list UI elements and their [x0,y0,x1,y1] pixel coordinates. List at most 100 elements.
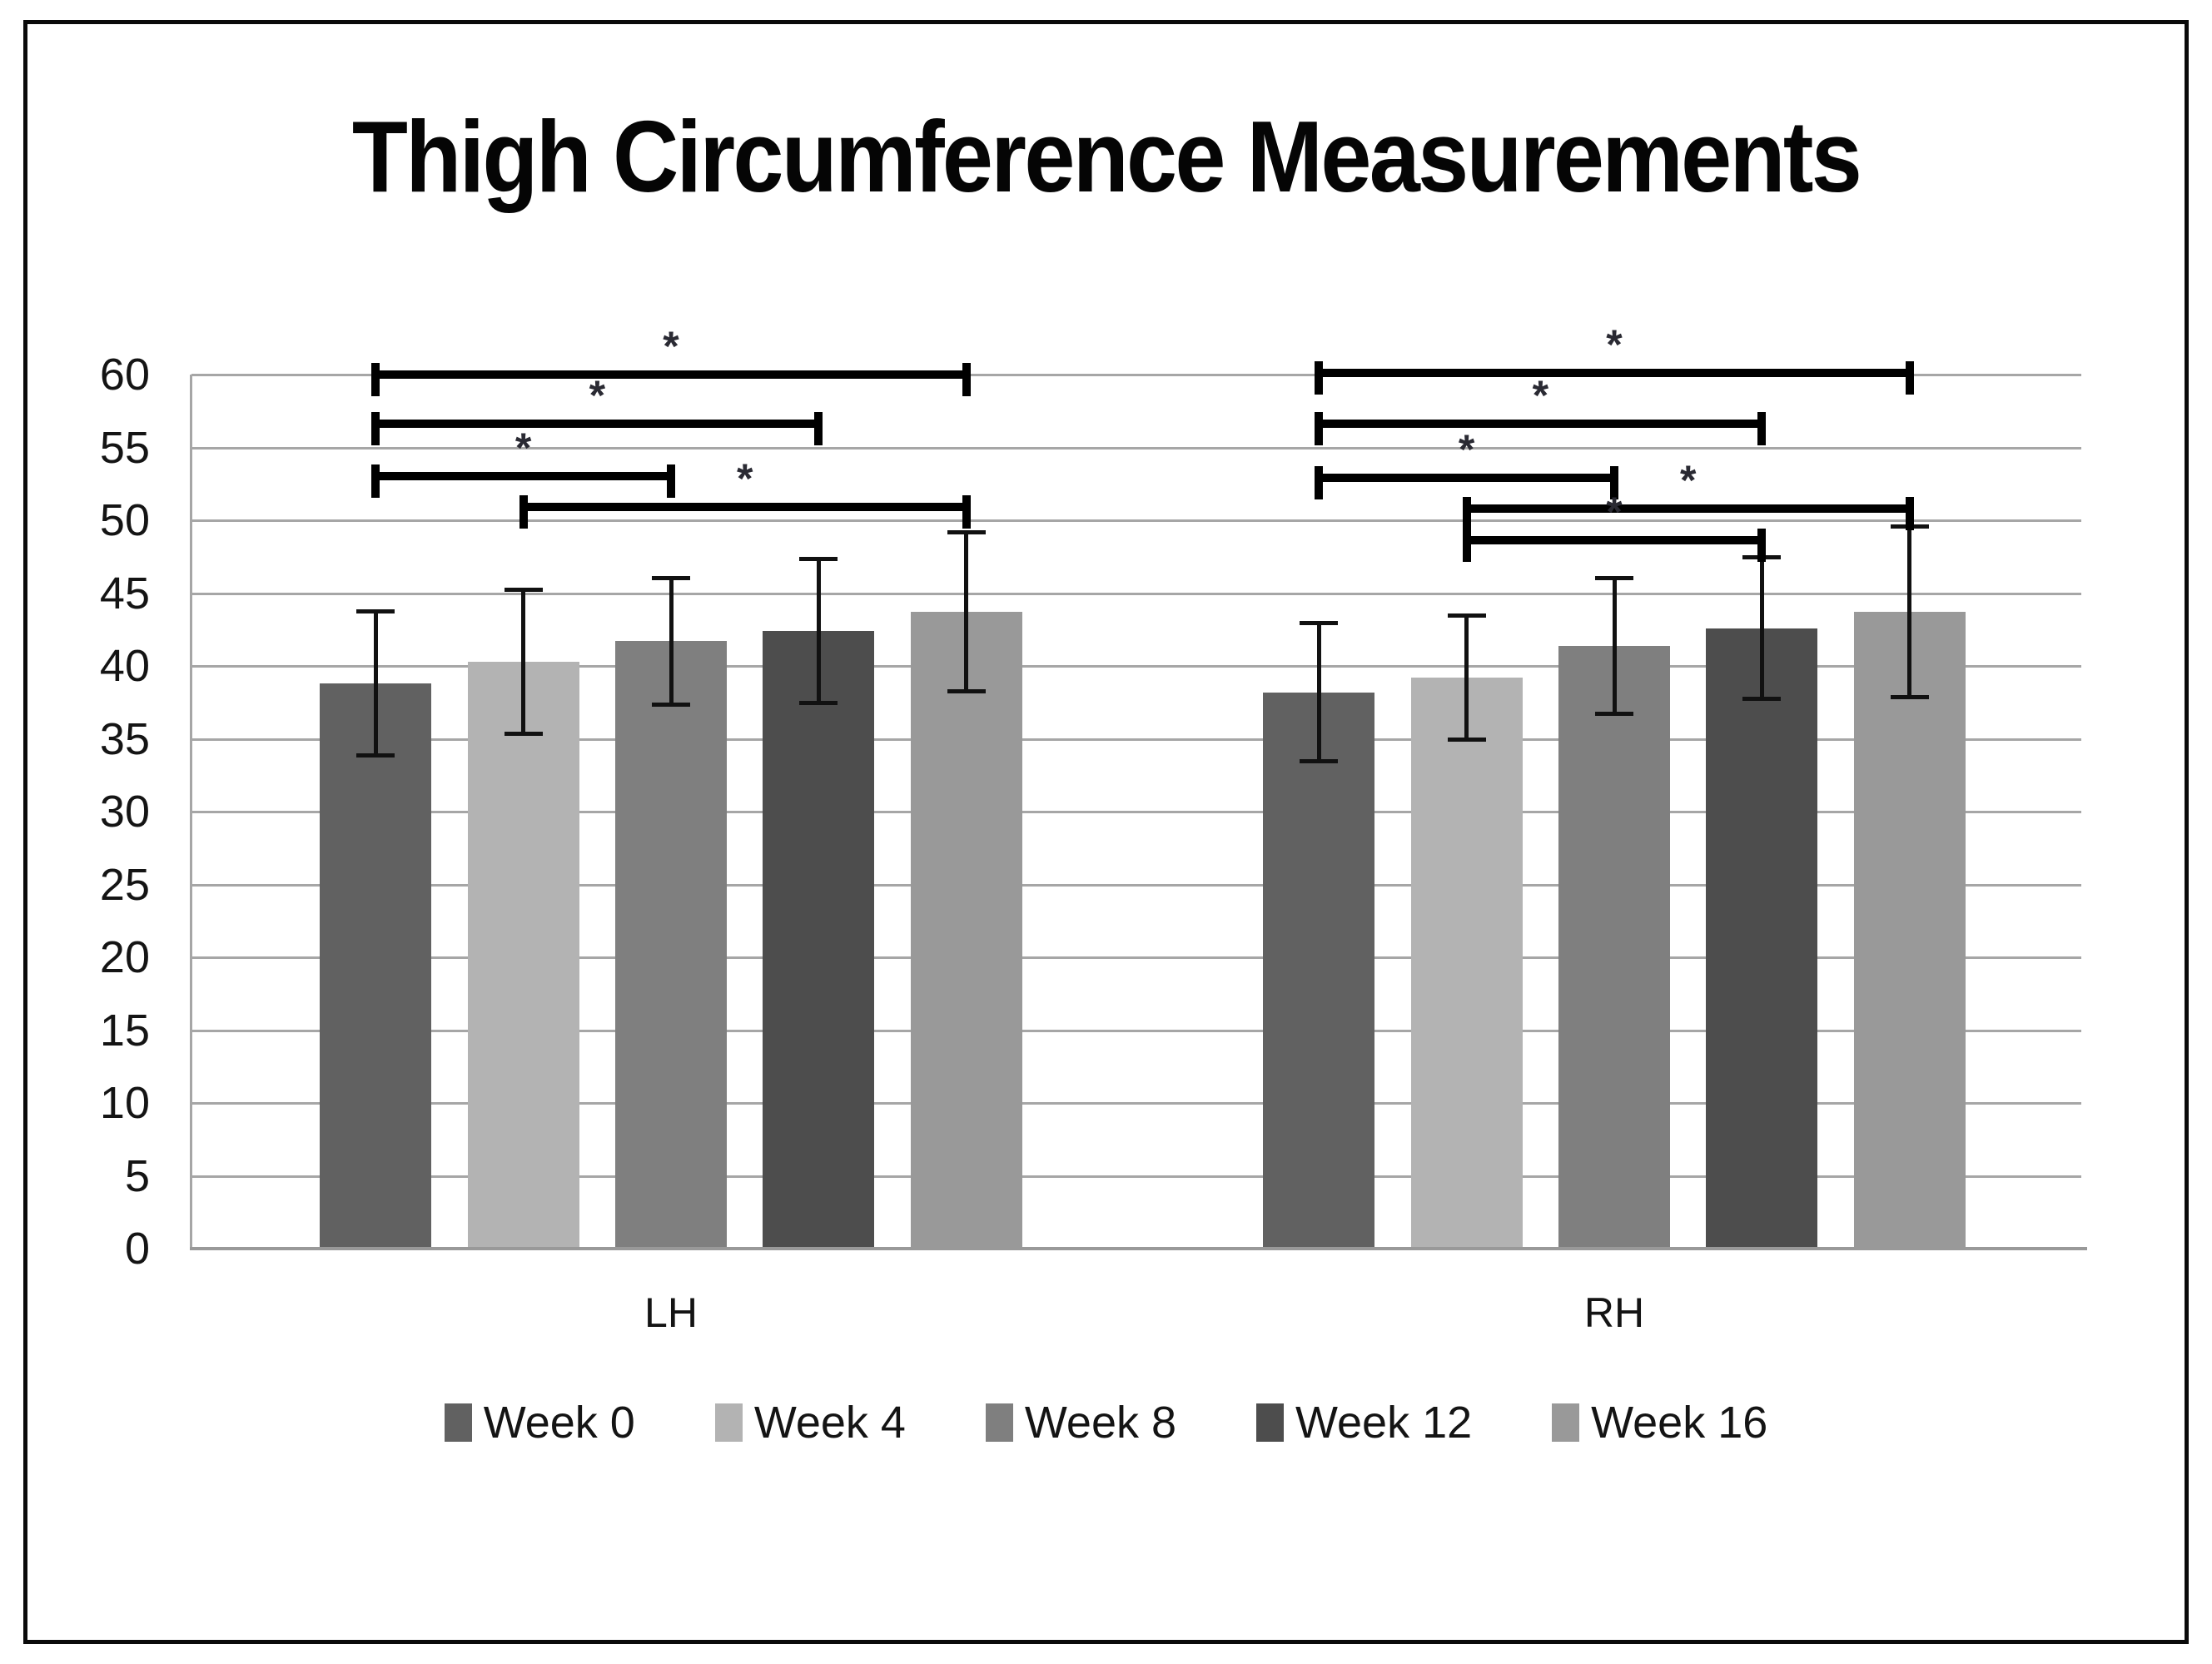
error-bar-cap [504,732,543,736]
bar-lh-week12 [763,631,875,1249]
error-bar [521,587,526,736]
significance-bracket [1319,369,1910,377]
gridline [191,665,2081,668]
gridline [191,956,2081,959]
y-tick-label: 40 [99,641,150,691]
significance-bracket-tick [1462,529,1471,563]
legend-label: Week 4 [753,1398,906,1448]
y-tick-label: 55 [99,422,150,473]
error-bar-cap [1447,613,1486,618]
error-bar [1612,575,1617,716]
bar-rh-week4 [1410,678,1523,1249]
y-tick-label: 30 [99,787,150,837]
error-bar [669,575,674,707]
error-bar-cap [1595,575,1633,580]
error-bar-cap [652,703,690,707]
significance-bracket [375,370,967,379]
significance-asterisk: * [736,455,753,502]
bar-lh-week0 [320,683,432,1249]
error-bar [1464,613,1469,742]
significance-bracket-tick [1905,496,1914,530]
significance-bracket-tick [1315,466,1324,499]
error-bar-cap [1595,711,1633,716]
error-bar-cap [652,575,690,580]
y-tick-label: 5 [124,1150,150,1201]
significance-bracket [523,503,967,511]
legend-label: Week 16 [1591,1398,1768,1448]
significance-bracket-tick [1610,466,1618,499]
legend-swatch [1256,1403,1285,1442]
y-tick-label: 20 [99,932,150,982]
gridline [191,1175,2081,1178]
error-bar-cap [356,608,395,613]
category-label-lh: LH [644,1289,698,1336]
legend-label: Week 8 [1024,1398,1177,1448]
bar-lh-week16 [910,612,1022,1249]
significance-asterisk: * [1458,426,1475,473]
legend-item: Week 12 [1256,1397,1472,1448]
significance-bracket-tick [371,412,380,446]
gridline [191,374,2081,376]
significance-bracket-tick [962,495,971,529]
error-bar-cap [947,689,986,694]
bar-lh-week8 [615,641,727,1249]
significance-bracket-tick [1315,361,1324,395]
y-tick-label: 15 [99,1005,150,1056]
error-bar [964,530,969,694]
significance-asterisk: * [1532,372,1549,420]
legend-item: Week 0 [444,1397,635,1448]
significance-bracket [1466,536,1762,545]
legend-swatch [985,1403,1013,1442]
y-tick-label: 50 [99,495,150,545]
gridline [191,811,2081,813]
legend-item: Week 16 [1552,1397,1767,1448]
error-bar-cap [356,753,395,758]
error-bar-cap [1300,620,1339,625]
significance-asterisk: * [1679,456,1697,504]
significance-bracket-tick [371,464,380,499]
gridline [191,446,2081,450]
significance-bracket-tick [1757,412,1767,446]
error-bar-cap [799,556,838,561]
error-bar-cap [947,530,986,535]
error-bar [816,556,821,706]
y-tick-label: 25 [99,859,150,910]
bar-rh-week12 [1706,628,1818,1249]
significance-bracket [1319,474,1614,482]
significance-bracket [375,472,671,481]
legend-item: Week 4 [714,1397,906,1448]
error-bar-cap [1300,759,1339,764]
legend: Week 0 Week 4 Week 8 Week 12 Week 16 [0,1397,2212,1448]
significance-bracket [1466,504,1910,513]
significance-bracket-tick [1462,496,1471,530]
error-bar [1907,524,1912,700]
error-bar-cap [504,587,543,592]
legend-item: Week 8 [985,1397,1177,1448]
error-bar-cap [799,701,838,706]
significance-bracket-tick [962,362,971,396]
gridline [191,592,2081,595]
significance-bracket [1319,420,1762,429]
significance-asterisk: * [514,425,532,472]
y-tick-label: 35 [99,713,150,764]
x-axis-line [190,1247,2088,1250]
error-bar [1316,620,1321,764]
error-bar-cap [1447,738,1486,742]
error-bar-cap [1890,695,1929,700]
y-tick-label: 0 [124,1224,150,1274]
y-tick-label: 10 [99,1078,150,1128]
figure-border [23,20,2189,1644]
legend-swatch [444,1403,472,1442]
plot-area: * * * * * * * * * [190,321,2088,1250]
significance-asterisk: * [589,372,606,420]
bar-rh-week0 [1263,692,1375,1249]
significance-bracket-tick [519,495,528,529]
significance-bracket-tick [1757,529,1767,563]
gridline [191,1029,2081,1032]
significance-asterisk: * [663,322,679,370]
significance-asterisk: * [1606,489,1623,536]
gridline [191,883,2081,887]
error-bar [1759,555,1764,701]
significance-bracket [375,420,819,429]
